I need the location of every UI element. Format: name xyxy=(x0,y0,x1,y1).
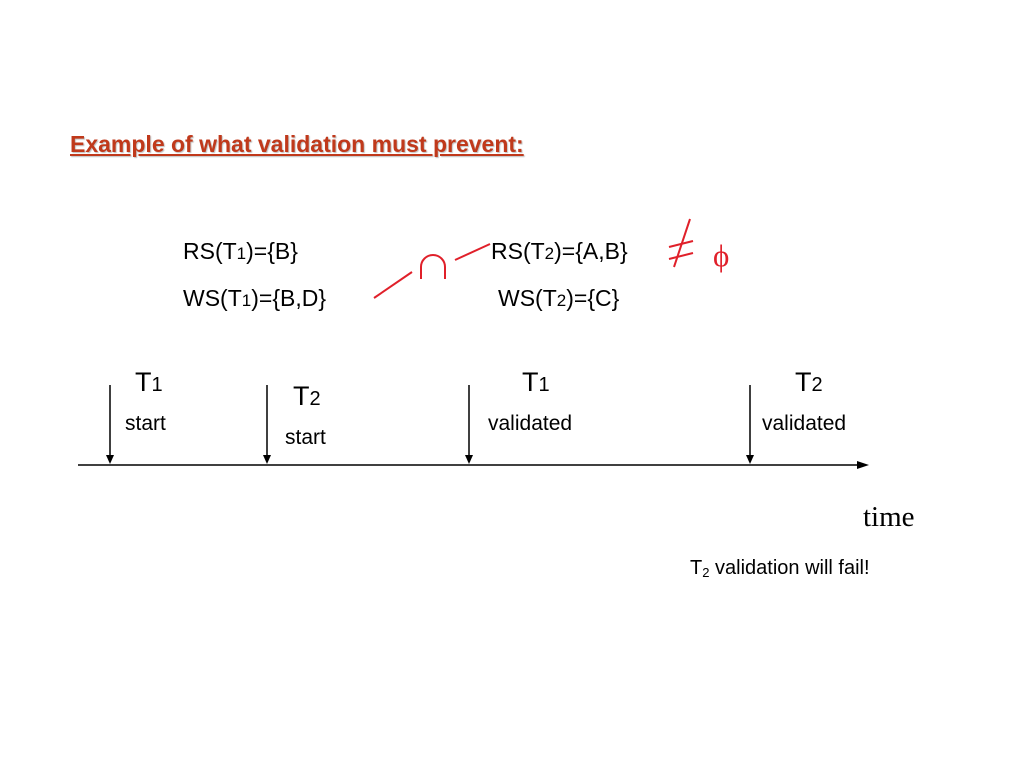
time-axis-arrowhead xyxy=(857,461,869,469)
set-suffix: )={B} xyxy=(246,238,298,264)
time-axis-label: time xyxy=(863,501,915,533)
intersection-icon xyxy=(420,254,446,279)
event-subscript: 2 xyxy=(309,388,321,410)
time-axis xyxy=(78,461,869,469)
note-subscript: 2 xyxy=(702,565,710,580)
read-set-t2: RS(T2)={A,B} xyxy=(491,240,628,263)
set-prefix: RS(T xyxy=(183,238,237,264)
empty-set-symbol: ϕ xyxy=(713,238,729,273)
set-subscript: 1 xyxy=(241,291,252,310)
event-subscript: 1 xyxy=(538,374,550,396)
slide-title: Example of what validation must prevent: xyxy=(70,131,524,157)
note-suffix: validation will fail! xyxy=(709,557,870,579)
event-label: T xyxy=(522,367,539,397)
set-suffix: )={A,B} xyxy=(554,238,628,264)
event-t1-start-caption: start xyxy=(125,412,166,435)
event-label: T xyxy=(135,367,152,397)
event-label: T xyxy=(795,367,812,397)
set-prefix: RS(T xyxy=(491,238,545,264)
event-subscript: 1 xyxy=(151,374,163,396)
event-t1-validated-caption: validated xyxy=(488,412,573,435)
event-t2-start-label: T2 xyxy=(293,383,321,410)
intersection-connector xyxy=(373,243,491,299)
event-t2-start-caption: start xyxy=(285,426,326,449)
set-prefix: WS(T xyxy=(498,285,557,311)
event-subscript: 2 xyxy=(811,374,823,396)
event-t1-start-label: T1 xyxy=(135,369,163,396)
connector-line-left xyxy=(373,271,413,299)
set-suffix: )={B,D} xyxy=(251,285,327,311)
set-subscript: 2 xyxy=(556,291,567,310)
write-set-t2: WS(T2)={C} xyxy=(498,287,619,310)
set-subscript: 1 xyxy=(236,244,247,263)
event-markers xyxy=(106,385,754,464)
write-set-t1: WS(T1)={B,D} xyxy=(183,287,326,310)
event-t2-validated-caption: validated xyxy=(762,412,847,435)
set-suffix: )={C} xyxy=(566,285,620,311)
not-equal-icon xyxy=(668,218,694,268)
failure-note: T2 validation will fail! xyxy=(690,557,870,580)
read-set-t1: RS(T1)={B} xyxy=(183,240,298,263)
set-prefix: WS(T xyxy=(183,285,242,311)
event-t1-validated-label: T1 xyxy=(522,369,550,396)
note-prefix: T xyxy=(690,557,703,579)
connector-line-right xyxy=(454,243,491,261)
set-subscript: 2 xyxy=(544,244,555,263)
event-t2-validated-label: T2 xyxy=(795,369,823,396)
event-label: T xyxy=(293,381,310,411)
